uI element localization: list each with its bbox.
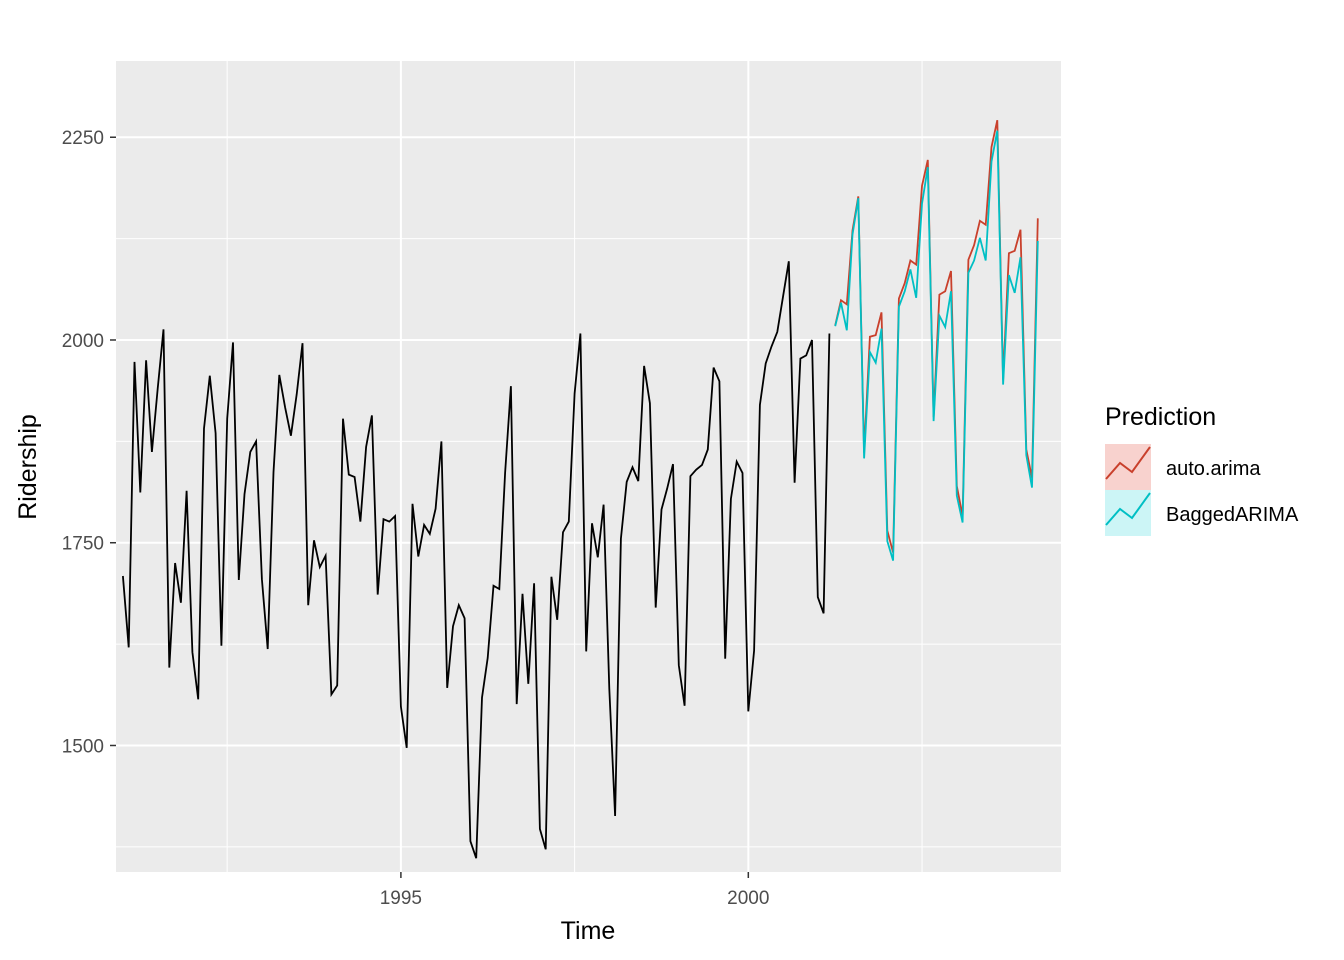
legend-item-auto-arima: auto.arima [1105,444,1261,490]
series-line-history [122,261,831,859]
series-line-baggedarima [834,130,1039,561]
major-gridlines [116,61,1061,872]
y-axis: 1500 1750 2000 2250 [62,128,116,757]
y-tick-label: 2250 [62,128,104,149]
x-axis: 1995 2000 [380,872,769,909]
y-tick-label: 2000 [62,331,104,352]
y-tick-label: 1750 [62,534,104,555]
y-axis-title: Ridership [14,414,42,520]
legend: Prediction auto.arima BaggedARIMA [1105,403,1299,536]
legend-key-auto-arima [1105,444,1151,490]
x-tick-label: 2000 [727,888,769,909]
legend-title: Prediction [1105,403,1216,431]
legend-line-icon [1105,446,1151,480]
series-layer [122,120,1039,859]
legend-line-icon [1105,492,1151,526]
minor-gridlines [116,61,1061,872]
legend-label-auto-arima: auto.arima [1166,458,1261,480]
legend-key-baggedarima [1105,490,1151,536]
legend-label-baggedarima: BaggedARIMA [1166,504,1299,526]
y-tick-label: 1500 [62,736,104,757]
x-tick-label: 1995 [380,888,422,909]
x-axis-title: Time [561,917,616,945]
legend-item-baggedarima: BaggedARIMA [1105,490,1299,536]
